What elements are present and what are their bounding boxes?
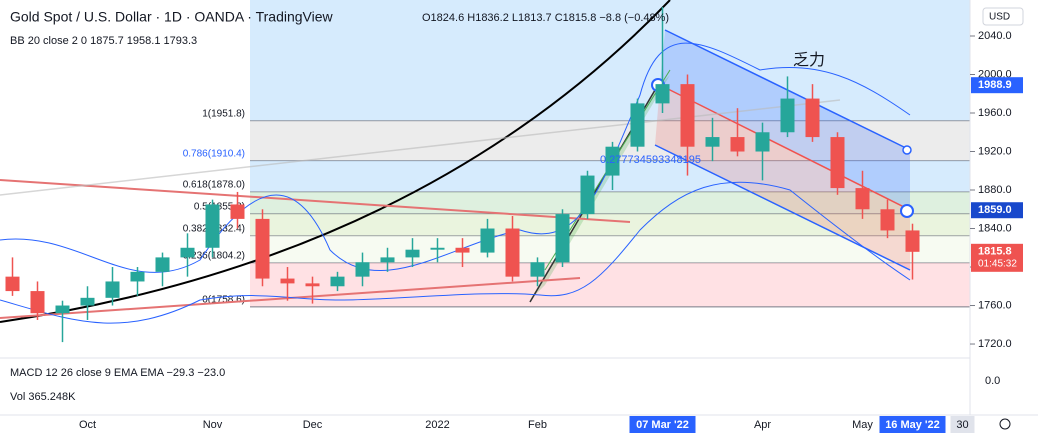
candle-body [780, 98, 795, 133]
x-label-bg [879, 416, 946, 433]
candle-body [105, 281, 120, 298]
y-tick-label: 1720.0 [978, 338, 1012, 350]
handle[interactable] [900, 204, 914, 218]
x-tick-label: Nov [203, 419, 223, 431]
candle-body [555, 214, 570, 263]
candle-body [880, 209, 895, 231]
candle-body [680, 84, 695, 147]
x-label-bg [629, 416, 696, 433]
candle-body [430, 247, 445, 250]
candle-body [505, 228, 520, 277]
candle-body [480, 228, 495, 253]
ohlc: O1824.6 H1836.2 L1813.7 C1815.8 −8.8 (−0… [422, 12, 669, 24]
price-label-bg [971, 243, 1023, 272]
volume-legend: Vol 365.248K [10, 391, 76, 403]
fib-label: 0.618(1878.0) [183, 180, 245, 191]
symbol-title: Gold Spot / U.S. Dollar · 1D · OANDA · T… [10, 9, 334, 25]
x-tick-label: Oct [79, 419, 96, 431]
candle-body [755, 132, 770, 152]
annotation: 乏力 [793, 51, 825, 69]
settings-icon[interactable] [999, 418, 1011, 430]
candle-body [655, 84, 670, 104]
trend-line [0, 99, 841, 196]
bollinger-lower [0, 181, 911, 324]
candle-body [55, 305, 70, 314]
channel-text: 0.277734593348195 [600, 154, 701, 166]
candle-body [455, 247, 470, 253]
x-tick-label: 16 May '22 [885, 419, 940, 431]
macd-legend: MACD 12 26 close 9 EMA EMA −29.3 −23.0 [10, 367, 225, 379]
candle-body [180, 247, 195, 258]
price-label-bg [971, 202, 1023, 219]
fib-zone [250, 0, 970, 121]
candle-body [805, 98, 820, 138]
trend-line [0, 277, 581, 319]
x-label-bg [950, 416, 975, 433]
x-tick-label: May [852, 419, 873, 431]
candle-body [280, 278, 295, 284]
candle-body [155, 257, 170, 272]
candle-body [30, 291, 45, 314]
candle-body [380, 257, 395, 263]
candle-body [605, 146, 620, 176]
macd-tick: 0.0 [985, 375, 1000, 387]
candle-body [330, 276, 345, 287]
bollinger-upper [0, 42, 911, 273]
candle-body [855, 188, 870, 210]
fib-label: 1(1951.8) [202, 109, 245, 120]
x-tick-label: Apr [754, 419, 771, 431]
fib-zone [250, 213, 970, 236]
channel-lower [655, 85, 910, 270]
candle-body [705, 137, 720, 147]
candle-body [355, 262, 370, 277]
x-tick-label: Dec [303, 419, 323, 431]
y-tick-label: 1960.0 [978, 107, 1012, 119]
candle-body [630, 103, 645, 147]
handle[interactable] [902, 145, 912, 155]
price-label: 1815.8 [978, 246, 1012, 258]
candle-body [730, 137, 745, 152]
price-label: 1988.9 [978, 79, 1012, 91]
currency: USD [989, 12, 1010, 23]
candle-body [205, 204, 220, 248]
candle-body [305, 283, 320, 287]
x-tick-label: 30 [956, 419, 968, 431]
candle-body [830, 137, 845, 189]
candle-body [580, 175, 595, 215]
fib-label: 0(1758.6) [202, 295, 245, 306]
channel-line [654, 144, 911, 271]
x-tick-label: 2022 [425, 419, 449, 431]
fib-label: 0.786(1910.4) [183, 148, 245, 159]
candle-body [255, 218, 270, 279]
candle-body [405, 249, 420, 258]
currency-button[interactable] [982, 7, 1024, 26]
y-tick-label: 2040.0 [978, 30, 1012, 42]
price-timer: 01:45:32 [978, 258, 1017, 269]
candle-body [130, 271, 145, 282]
indicator-legend: BB 20 close 2 0 1875.7 1958.1 1793.3 [10, 35, 197, 47]
candle-body [5, 276, 20, 292]
x-tick-label: 07 Mar '22 [636, 419, 689, 431]
y-tick-label: 1760.0 [978, 299, 1012, 311]
x-tick-label: Feb [528, 419, 547, 431]
candle-body [80, 297, 95, 306]
fib-label: 0.236(1804.2) [183, 251, 245, 262]
y-tick-label: 1920.0 [978, 145, 1012, 157]
price-label-bg [971, 77, 1023, 94]
trend-line [0, 179, 631, 223]
y-tick-label: 1880.0 [978, 184, 1012, 196]
price-label: 1859.0 [978, 204, 1012, 216]
curve [0, 0, 671, 323]
candle-body [905, 230, 920, 252]
y-tick-label: 1840.0 [978, 222, 1012, 234]
candle-body [530, 262, 545, 277]
candle-body [230, 204, 245, 219]
